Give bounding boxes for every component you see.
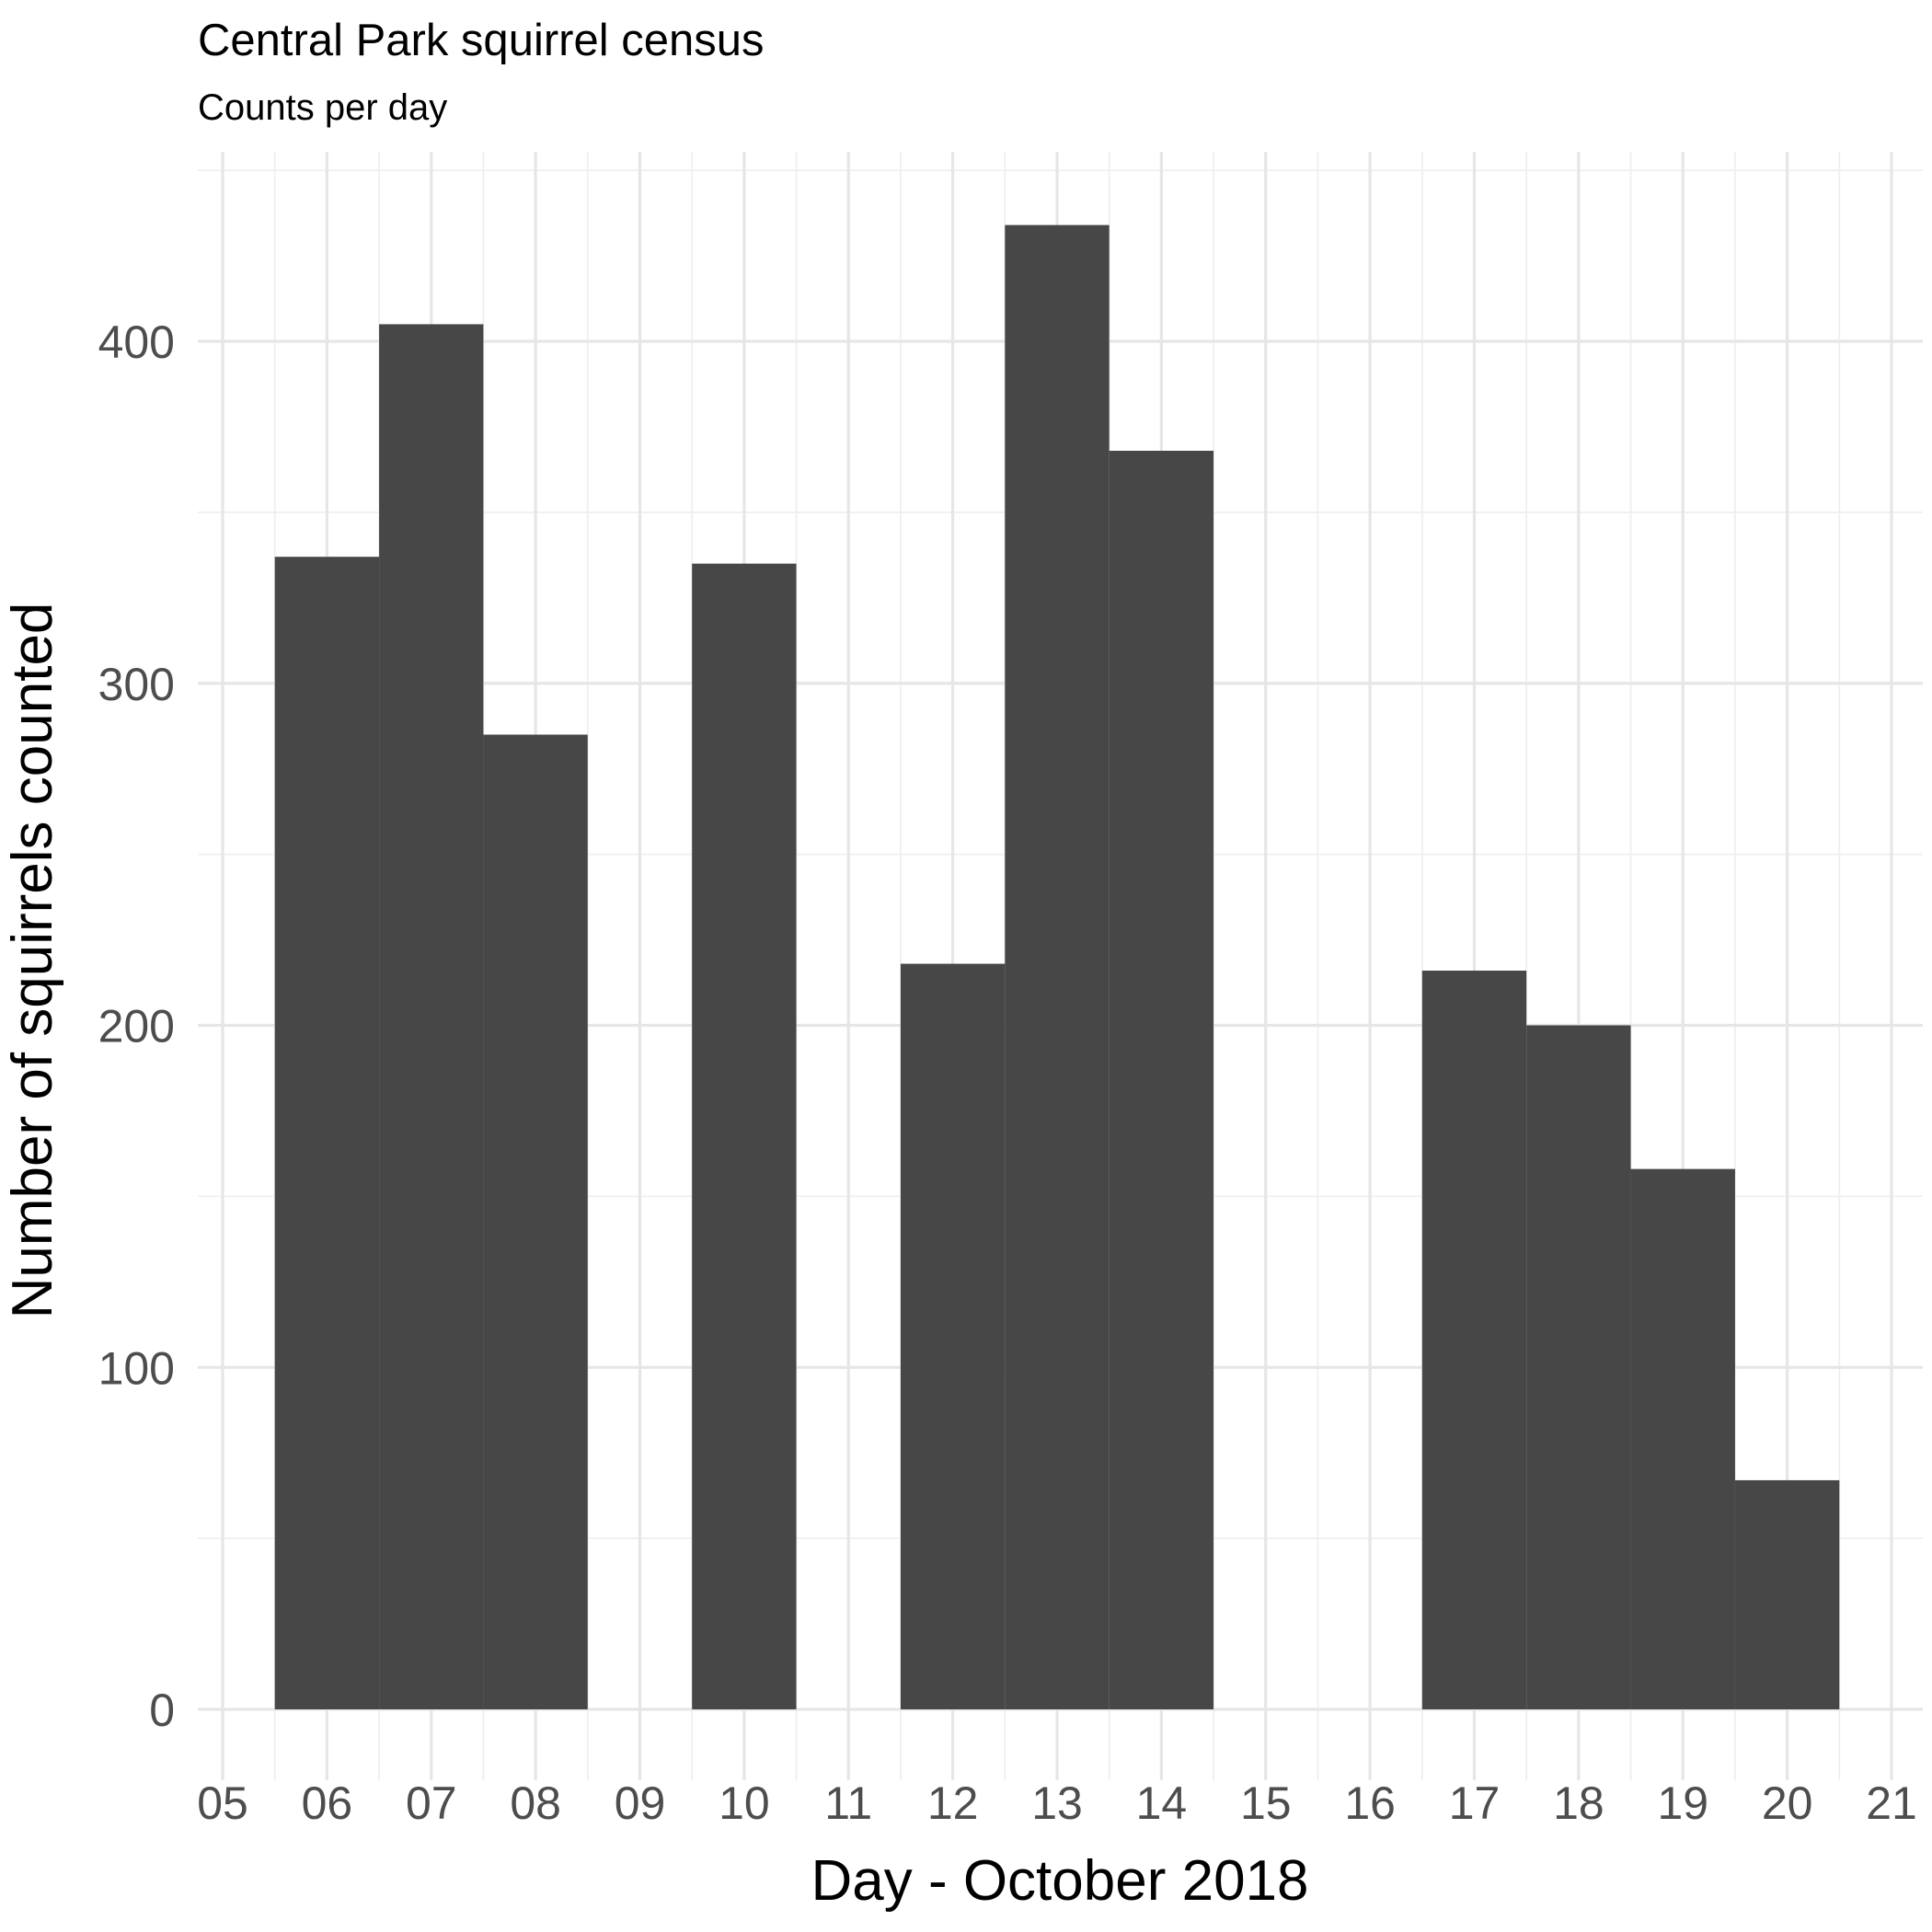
bar-06 xyxy=(274,557,380,1709)
bar-20 xyxy=(1734,1479,1840,1709)
bar-07 xyxy=(379,324,484,1710)
x-tick-label: 13 xyxy=(1031,1777,1083,1829)
ticks-layer: 05 06 07 08 09 10 11 12 13 14 15 16 17 18 19 20 21 0 100 20… xyxy=(98,316,1917,1829)
y-tick-label: 100 xyxy=(98,1342,175,1394)
x-tick-label: 09 xyxy=(615,1777,666,1829)
chart-title: Central Park squirrel census xyxy=(198,16,764,65)
bar-18 xyxy=(1526,1025,1631,1709)
x-tick-label: 11 xyxy=(824,1777,872,1829)
x-tick-label: 05 xyxy=(197,1777,248,1829)
x-tick-label: 12 xyxy=(927,1777,979,1829)
y-tick-label: 200 xyxy=(98,1001,175,1052)
x-tick-label: 06 xyxy=(302,1777,353,1829)
bar-10 xyxy=(692,563,797,1710)
y-tick-label: 0 xyxy=(149,1685,175,1736)
x-axis-title: Day - October 2018 xyxy=(811,1849,1308,1913)
bar-17 xyxy=(1421,971,1527,1709)
x-tick-label: 07 xyxy=(406,1777,457,1829)
bar-08 xyxy=(483,734,588,1710)
x-tick-label: 21 xyxy=(1866,1777,1917,1829)
x-tick-label: 17 xyxy=(1449,1777,1501,1829)
y-axis-title: Number of squirrels counted xyxy=(1,603,64,1319)
y-tick-label: 400 xyxy=(98,316,175,368)
x-tick-label: 14 xyxy=(1136,1777,1188,1829)
x-tick-label: 15 xyxy=(1240,1777,1292,1829)
y-tick-label: 300 xyxy=(98,659,175,710)
x-tick-label: 08 xyxy=(510,1777,561,1829)
x-tick-label: 16 xyxy=(1344,1777,1396,1829)
chart-subtitle: Counts per day xyxy=(198,87,447,128)
x-tick-label: 10 xyxy=(719,1777,770,1829)
bar-14 xyxy=(1109,450,1214,1710)
bar-19 xyxy=(1630,1168,1735,1709)
x-tick-label: 18 xyxy=(1553,1777,1604,1829)
x-tick-label: 19 xyxy=(1657,1777,1708,1829)
bar-12 xyxy=(900,963,1006,1709)
bars-layer xyxy=(274,224,1840,1710)
x-tick-label: 20 xyxy=(1762,1777,1813,1829)
bar-13 xyxy=(1005,224,1110,1710)
